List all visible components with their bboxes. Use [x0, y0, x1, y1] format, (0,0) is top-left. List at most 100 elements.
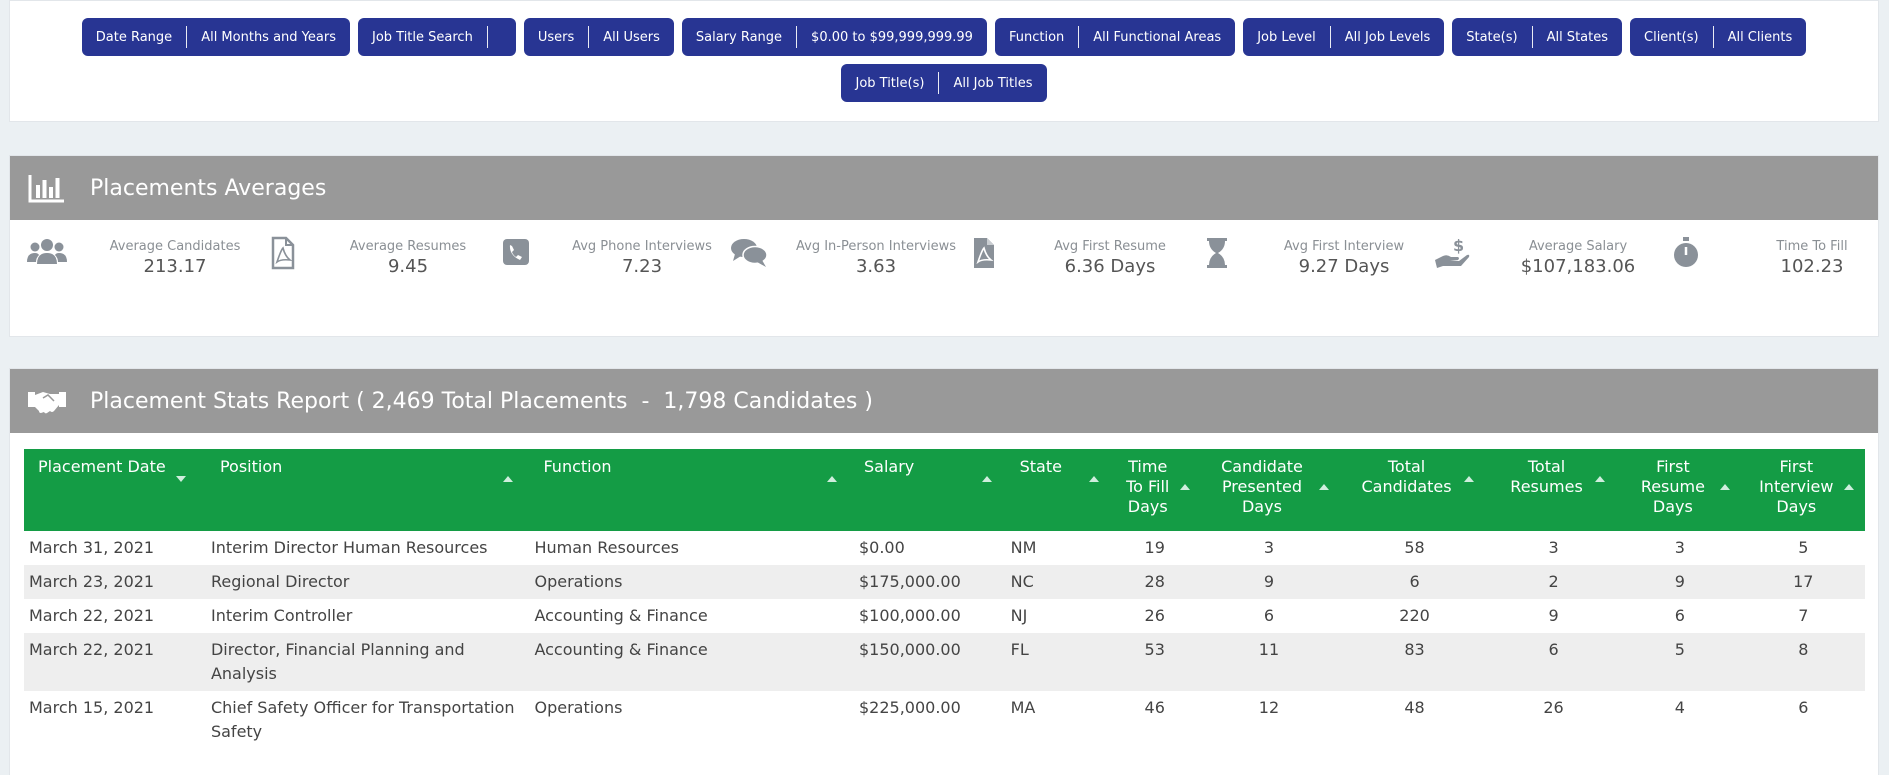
table-row[interactable]: March 22, 2021 Interim Controller Accoun… — [24, 599, 1865, 633]
column-header-first-interview-days[interactable]: First Interview Days — [1741, 449, 1865, 531]
cell-total-resumes: 26 — [1543, 698, 1564, 717]
cell-time-to-fill: 46 — [1144, 698, 1165, 717]
cell-function: Accounting & Finance — [529, 633, 854, 691]
cell-placement-date: March 23, 2021 — [24, 565, 206, 599]
column-header-position[interactable]: Position — [205, 449, 530, 531]
cell-salary: $0.00 — [858, 538, 905, 557]
svg-text:$: $ — [1453, 236, 1464, 255]
filter-users[interactable]: Users All Users — [523, 18, 674, 56]
filter-states[interactable]: State(s) All States — [1452, 18, 1622, 56]
cell-state: NM — [1010, 538, 1037, 557]
stat-avg-phone-interviews: Avg Phone Interviews 7.23 — [562, 237, 722, 278]
filter-row: Job Title(s) All Job Titles — [10, 64, 1878, 102]
cell-candidate-presented: 3 — [1263, 538, 1275, 557]
cell-function: Accounting & Finance — [534, 606, 708, 625]
filter-divider — [486, 26, 488, 48]
column-header-label: Candidate Presented Days — [1221, 457, 1303, 516]
table-row[interactable]: March 23, 2021 Regional Director Operati… — [24, 565, 1865, 599]
filter-job-titles[interactable]: Job Title(s) All Job Titles — [841, 64, 1047, 102]
stat-value: 9.27 Days — [1298, 256, 1390, 277]
filter-job-level[interactable]: Job Level All Job Levels — [1243, 18, 1445, 56]
filter-date-range[interactable]: Date Range All Months and Years — [81, 18, 350, 56]
averages-header: Placements Averages — [10, 156, 1878, 220]
filter-job-title-search[interactable]: Job Title Search — [357, 18, 516, 56]
sort-icon — [1088, 476, 1099, 482]
averages-title: Placements Averages — [90, 175, 327, 201]
filter-label: Job Level — [1257, 29, 1316, 45]
cell-salary: $225,000.00 — [858, 698, 961, 717]
sort-icon — [1464, 476, 1475, 482]
stat-value: 9.45 — [387, 256, 429, 277]
column-header-function[interactable]: Function — [529, 449, 854, 531]
cell-candidate-presented: 11 — [1197, 633, 1341, 691]
cell-first-interview-days: 7 — [1798, 606, 1809, 625]
pdf-file-solid-icon — [962, 236, 1004, 270]
filter-salary-range[interactable]: Salary Range $0.00 to $99,999,999.99 — [681, 18, 987, 56]
filter-label: Users — [537, 29, 575, 45]
filter-label: Client(s) — [1644, 29, 1699, 45]
filter-divider — [1329, 26, 1331, 48]
column-header-label: First Resume Days — [1640, 457, 1705, 516]
column-header-first-resume-days[interactable]: First Resume Days — [1618, 449, 1742, 531]
filter-divider — [1531, 26, 1533, 48]
stat-label: Average Resumes — [349, 239, 467, 254]
cell-first-resume-days: 3 — [1674, 538, 1685, 557]
table-row[interactable]: March 15, 2021 Chief Safety Officer for … — [24, 691, 1865, 749]
stat-value: 3.63 — [855, 256, 897, 277]
stat-average-resumes: Average Resumes 9.45 — [328, 237, 488, 278]
column-header-placement-date[interactable]: Placement Date — [24, 449, 206, 531]
filter-label: Salary Range — [695, 29, 783, 45]
table-header-row: Placement Date Position Function Salary — [24, 449, 1865, 531]
column-header-label: Function — [543, 457, 612, 476]
column-header-salary[interactable]: Salary — [853, 449, 1006, 531]
bar-chart-icon — [28, 173, 66, 203]
cell-total-resumes: 9 — [1548, 606, 1559, 625]
cell-position: Interim Controller — [210, 606, 353, 625]
column-header-state[interactable]: State — [1005, 449, 1112, 531]
filter-label: State(s) — [1466, 29, 1518, 45]
filter-function[interactable]: Function All Functional Areas — [994, 18, 1236, 56]
column-header-candidate-presented-days[interactable]: Candidate Presented Days — [1197, 449, 1341, 531]
table-row[interactable]: March 31, 2021 Interim Director Human Re… — [24, 531, 1865, 565]
cell-placement-date: March 15, 2021 — [29, 698, 155, 717]
filter-label: Date Range — [95, 29, 173, 45]
cell-position: Interim Director Human Resources — [210, 538, 488, 557]
column-header-total-resumes[interactable]: Total Resumes — [1488, 449, 1619, 531]
placements-averages-card: Placements Averages Average Candidates 2… — [9, 155, 1879, 337]
handshake-icon — [28, 386, 66, 416]
stat-label: Average Salary — [1528, 239, 1628, 254]
cell-state: NC — [1005, 565, 1112, 599]
cell-function: Human Resources — [534, 538, 679, 557]
cell-time-to-fill: 26 — [1144, 606, 1165, 625]
stat-avg-in-person-interviews: Avg In-Person Interviews 3.63 — [796, 237, 956, 278]
cell-salary: $150,000.00 — [853, 633, 1006, 691]
column-header-label: Placement Date — [38, 457, 166, 476]
stat-label: Time To Fill — [1776, 239, 1848, 254]
filter-panel: Date Range All Months and Years Job Titl… — [9, 0, 1879, 122]
column-header-total-candidates[interactable]: Total Candidates — [1340, 449, 1489, 531]
column-header-label: Position — [219, 457, 283, 476]
filter-divider — [1078, 26, 1080, 48]
pdf-file-icon — [261, 236, 303, 270]
cell-first-interview-days: 5 — [1798, 538, 1809, 557]
cell-total-resumes: 6 — [1488, 633, 1619, 691]
filter-label: Job Title Search — [371, 29, 473, 45]
sort-icon — [1594, 476, 1605, 482]
filter-label: Job Title(s) — [855, 75, 925, 91]
cell-first-resume-days: 4 — [1674, 698, 1685, 717]
cell-salary: $175,000.00 — [853, 565, 1006, 599]
column-header-label: Total Candidates — [1361, 457, 1452, 496]
filter-row: Date Range All Months and Years Job Titl… — [10, 18, 1878, 56]
column-header-label: Salary — [863, 457, 915, 476]
filter-clients[interactable]: Client(s) All Clients — [1630, 18, 1807, 56]
report-header: Placement Stats Report ( 2,469 Total Pla… — [10, 369, 1878, 433]
column-header-label: Time To Fill Days — [1126, 457, 1170, 516]
cell-total-candidates: 220 — [1399, 606, 1430, 625]
table-row[interactable]: March 22, 2021 Director, Financial Plann… — [24, 633, 1865, 691]
sort-icon — [1179, 484, 1190, 490]
column-header-time-to-fill-days[interactable]: Time To Fill Days — [1111, 449, 1198, 531]
filter-value: All Job Titles — [953, 75, 1033, 91]
cell-first-resume-days: 5 — [1618, 633, 1742, 691]
cell-first-interview-days: 17 — [1741, 565, 1865, 599]
cell-candidate-presented: 12 — [1258, 698, 1280, 717]
